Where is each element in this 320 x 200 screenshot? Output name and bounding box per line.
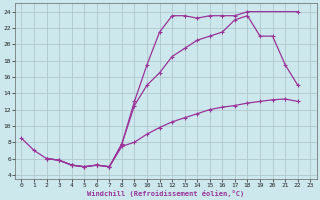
X-axis label: Windchill (Refroidissement éolien,°C): Windchill (Refroidissement éolien,°C): [87, 190, 244, 197]
